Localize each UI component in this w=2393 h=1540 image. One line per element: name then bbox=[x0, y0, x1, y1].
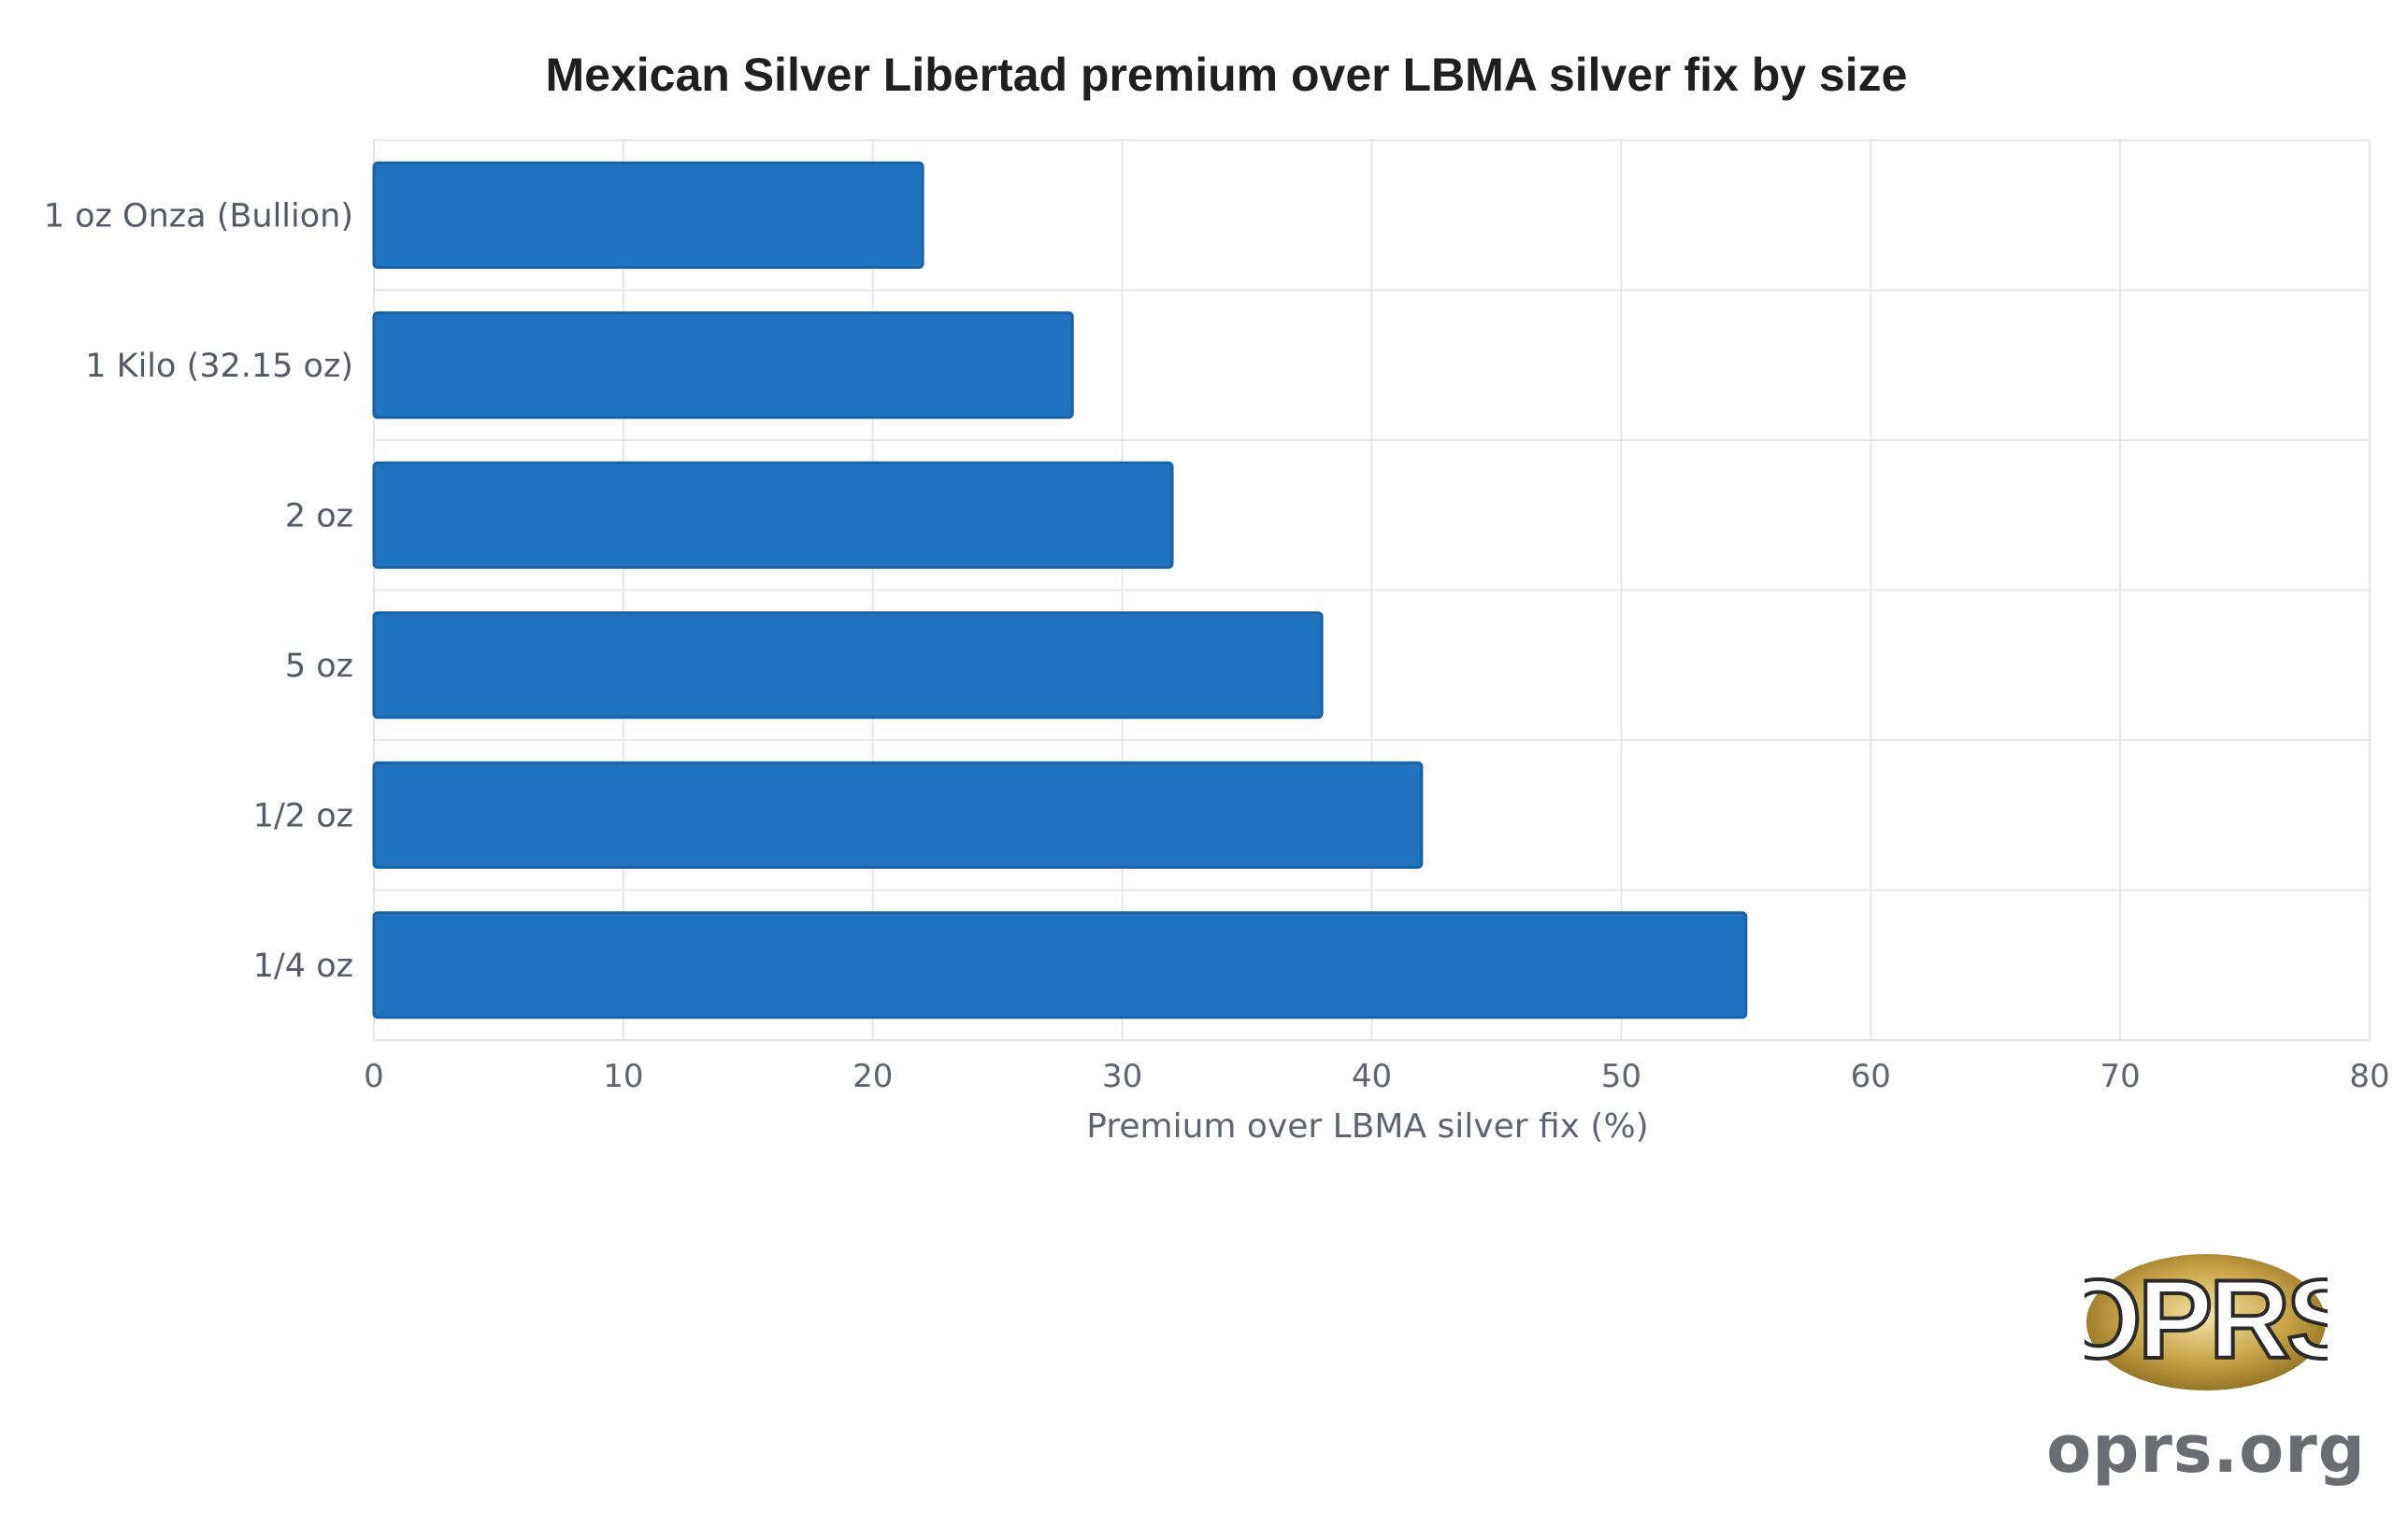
x-tick-label: 70 bbox=[2099, 1058, 2140, 1095]
bar bbox=[372, 761, 1424, 869]
category-label: 2 oz bbox=[285, 497, 353, 535]
oprs-logo: OPRS oprs.org bbox=[2038, 1229, 2374, 1509]
x-tick-label: 10 bbox=[603, 1058, 643, 1095]
gridlines bbox=[373, 139, 2371, 1041]
oprs-badge-icon: OPRS bbox=[2085, 1254, 2328, 1390]
category-label: 5 oz bbox=[285, 648, 353, 685]
x-tick-label: 30 bbox=[1102, 1058, 1142, 1095]
x-tick-label: 50 bbox=[1601, 1058, 1641, 1095]
x-tick-label: 40 bbox=[1352, 1058, 1392, 1095]
bar bbox=[372, 611, 1324, 720]
bar bbox=[372, 161, 924, 269]
category-label: 1/4 oz bbox=[253, 948, 353, 985]
svg-text:OPRS: OPRS bbox=[2085, 1257, 2328, 1382]
chart-title: Mexican Silver Libertad premium over LBM… bbox=[546, 49, 1908, 101]
bar bbox=[372, 911, 1748, 1020]
category-labels: 1 oz Onza (Bullion) 1 Kilo (32.15 oz) 2 oz… bbox=[44, 197, 353, 985]
logo-domain-text: oprs.org bbox=[2046, 1411, 2366, 1488]
x-tick-labels: 0 10 20 30 40 50 60 70 80 bbox=[364, 1058, 2389, 1095]
bars bbox=[372, 161, 1748, 1020]
bar bbox=[372, 461, 1174, 569]
x-axis-title: Premium over LBMA silver fix (%) bbox=[1086, 1107, 1648, 1146]
category-label: 1/2 oz bbox=[253, 797, 353, 834]
category-label: 1 oz Onza (Bullion) bbox=[44, 197, 353, 235]
x-tick-label: 20 bbox=[853, 1058, 893, 1095]
x-tick-label: 80 bbox=[2349, 1058, 2389, 1095]
x-tick-label: 0 bbox=[364, 1058, 384, 1095]
x-tick-label: 60 bbox=[1851, 1058, 1891, 1095]
bar bbox=[372, 311, 1074, 420]
category-label: 1 Kilo (32.15 oz) bbox=[85, 348, 353, 385]
